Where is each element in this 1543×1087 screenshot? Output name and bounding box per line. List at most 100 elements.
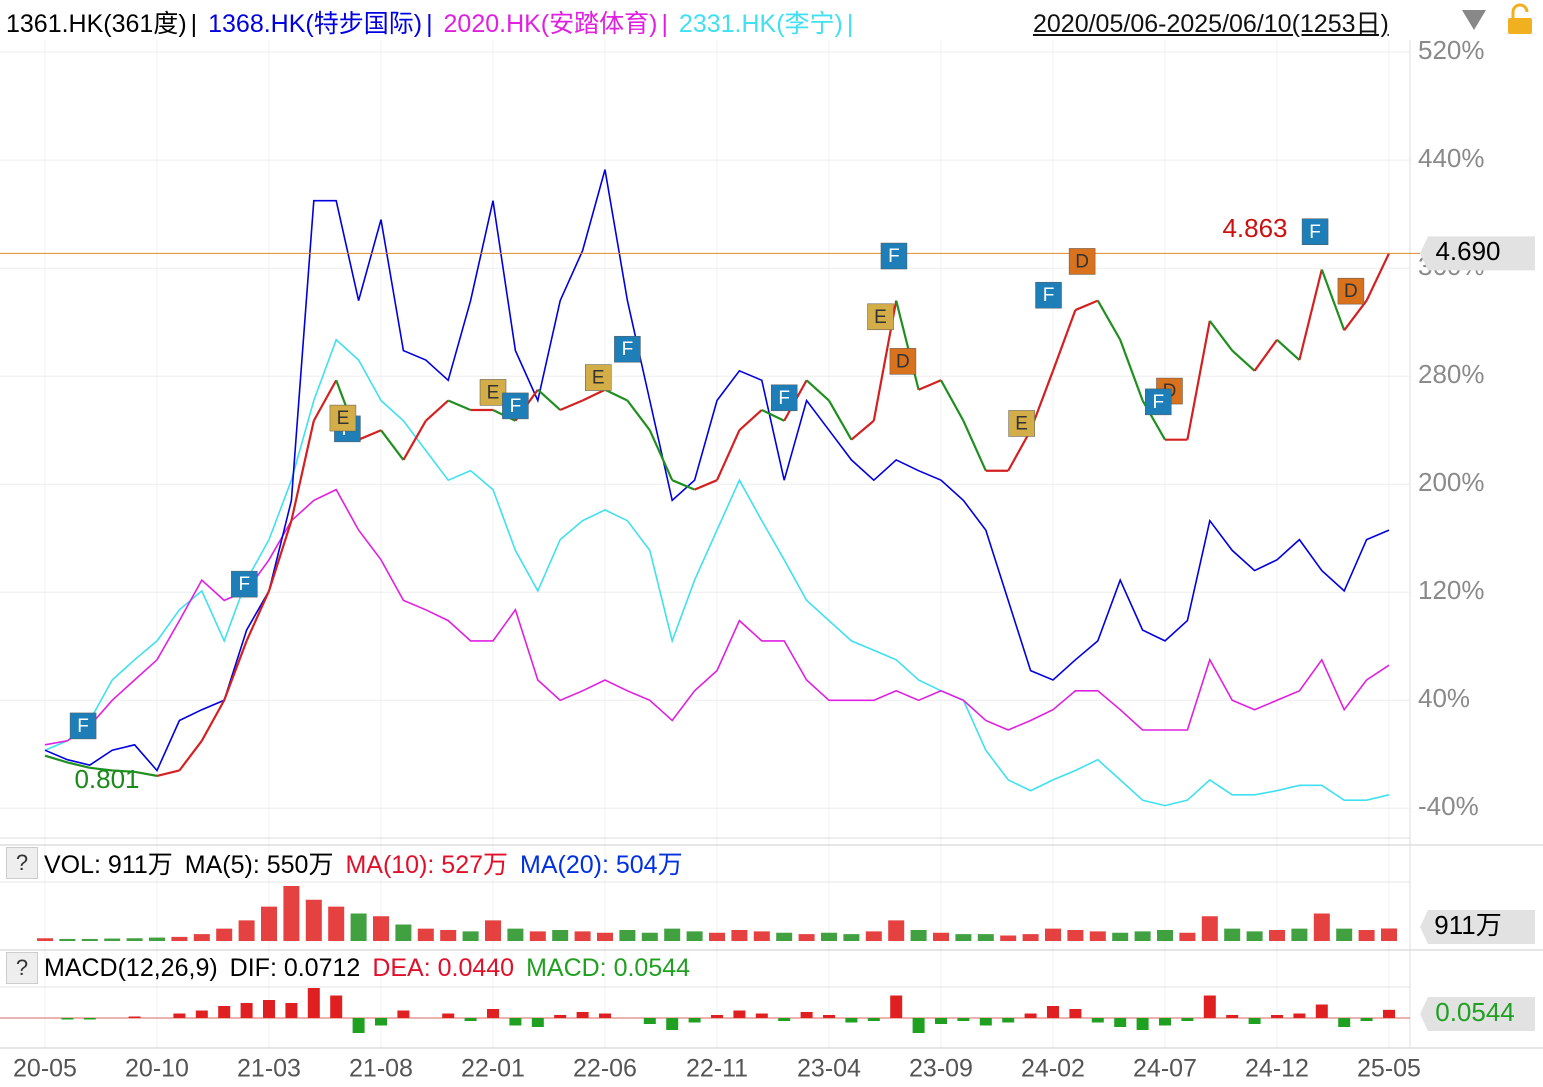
main-segment (402, 420, 427, 461)
indicator-label: MACD: 0.0544 (526, 953, 691, 982)
volume-bar (507, 928, 524, 941)
macd-last-box (1420, 997, 1535, 1031)
main-segment (626, 399, 651, 431)
main-segment (156, 769, 180, 777)
dropdown-icon[interactable] (1462, 10, 1486, 30)
main-segment (178, 740, 203, 772)
event-marker (69, 712, 97, 740)
main-segment (447, 399, 472, 411)
macd-header: ? MACD(12,26,9) DIF: 0.0712 DEA: 0.0440 MAC… (6, 950, 702, 986)
volume-bar (1022, 934, 1039, 941)
help-button[interactable]: ? (6, 847, 38, 879)
volume-bar (955, 934, 972, 941)
lock-icon[interactable] (1508, 3, 1532, 34)
y-tick-label: 440% (1418, 143, 1485, 173)
macd-bar (240, 1003, 253, 1018)
macd-bar (218, 1006, 231, 1018)
main-segment (290, 420, 315, 521)
event-marker-label: E (487, 382, 500, 403)
macd-bar (643, 1018, 656, 1024)
macd-bar (352, 1018, 365, 1033)
macd-bar (912, 1018, 925, 1033)
event-marker-label: F (888, 246, 900, 267)
event-marker (479, 379, 507, 406)
event-marker-label: F (778, 388, 790, 409)
help-button[interactable]: ? (6, 952, 38, 984)
grid (0, 40, 1410, 1048)
volume-bar (1381, 928, 1397, 941)
volume-bar (261, 906, 277, 941)
volume-bar (888, 920, 905, 941)
macd-bar (397, 1010, 410, 1018)
main-segment (1320, 269, 1346, 331)
indicator-label: DEA: 0.0440 (372, 953, 515, 982)
macd-bar (464, 1018, 477, 1021)
macd-bar (845, 1018, 858, 1023)
date-range[interactable]: 2020/05/06-2025/06/10(1253日) (1033, 10, 1389, 38)
macd-bar (1248, 1018, 1261, 1024)
volume-last-label: 911万 (1434, 910, 1501, 940)
volume-bar (843, 934, 860, 941)
main-segment (44, 754, 68, 764)
x-tick-label: 21-08 (349, 1055, 413, 1083)
macd-bar (1181, 1018, 1194, 1021)
volume-bar (619, 930, 636, 941)
series-name: 2331.HK(李宁) (678, 10, 843, 38)
macd-bar (867, 1018, 880, 1021)
main-segment (1298, 269, 1323, 361)
x-tick-label: 21-03 (237, 1055, 301, 1083)
macd-bar (755, 1013, 768, 1018)
main-segment (694, 479, 718, 491)
volume-bar (977, 934, 994, 941)
macd-bar (711, 1015, 723, 1018)
event-marker-label: F (1043, 285, 1055, 306)
series-line (44, 488, 1390, 746)
volume-bar (149, 937, 165, 941)
volume-bar (59, 938, 76, 941)
indicator-label: VOL: 911万 (44, 851, 173, 879)
volume-bar (1089, 931, 1106, 941)
macd-bar (1002, 1018, 1015, 1023)
event-marker-label: E (337, 408, 350, 429)
volume-bar (238, 920, 255, 941)
lock-body (1508, 18, 1532, 34)
macd-bar (576, 1012, 589, 1018)
volume-bar (1358, 930, 1375, 941)
volume-bar (126, 938, 143, 941)
main-segment (312, 379, 338, 422)
volume-bar (529, 931, 546, 941)
main-segment (738, 409, 763, 432)
macd-bar (509, 1018, 522, 1026)
y-tick-label: 200% (1418, 467, 1485, 497)
macd-bar (1383, 1009, 1395, 1018)
event-marker (329, 404, 357, 432)
separator: | (190, 10, 198, 38)
volume-last-box (1420, 910, 1535, 944)
volume-bar (709, 932, 725, 941)
macd-bar (823, 1015, 835, 1018)
volume-bar (933, 932, 949, 941)
macd-bar (487, 1009, 499, 1018)
event-marker (1337, 277, 1365, 305)
volume-bar (283, 886, 300, 941)
volume-bar (664, 928, 681, 941)
macd-bar (1136, 1018, 1149, 1030)
macd-bar (688, 1018, 701, 1023)
y-tick-label: 120% (1418, 575, 1485, 605)
macd-bar (890, 995, 903, 1018)
volume-bar (798, 934, 815, 941)
volume-bar (1313, 913, 1330, 941)
volume-bar (350, 913, 367, 941)
macd-bar (935, 1018, 947, 1024)
macd-bar (128, 1016, 141, 1018)
indicator-label: MA(20): 504万 (520, 851, 683, 879)
main-segment (850, 419, 875, 441)
volume-bar (731, 930, 748, 941)
main-segment (1186, 320, 1211, 440)
volume-bar (305, 899, 322, 941)
event-marker (585, 364, 612, 391)
macd-bar (1069, 1009, 1082, 1018)
volume-bar (821, 932, 837, 941)
main-segment (559, 399, 584, 411)
indicator-label: MA(5): 550万 (184, 851, 334, 879)
